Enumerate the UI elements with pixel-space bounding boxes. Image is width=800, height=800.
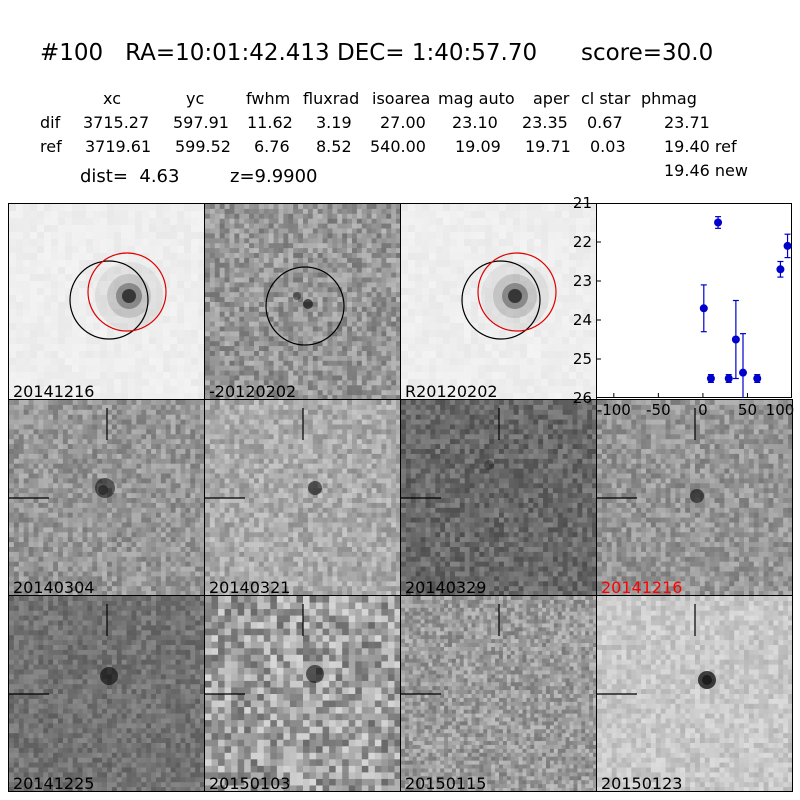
image-stamp: 20140321: [204, 399, 401, 596]
data-point: [776, 260, 785, 278]
table-cell: 3.19: [316, 113, 352, 132]
stamp-date-label: 20140329: [405, 578, 487, 596]
y-tick-label: 23: [572, 272, 592, 290]
row-label: ref: [40, 137, 62, 156]
column-header: xc: [103, 89, 121, 108]
column-header: yc: [186, 89, 205, 108]
image-stamp: 20141216: [8, 203, 205, 400]
column-header: mag auto: [438, 89, 515, 108]
lightcurve-chart: [596, 202, 793, 413]
table-cell: 11.62: [247, 113, 293, 132]
y-tick-label: 25: [572, 350, 592, 368]
x-tick-label: 100: [765, 401, 795, 419]
stamp-image: [205, 204, 400, 399]
image-stamp: 20140304: [8, 399, 205, 596]
x-tick-label: 50: [737, 401, 757, 419]
data-point: [731, 299, 740, 380]
x-tick-label: -50: [646, 401, 671, 419]
stamp-date-label: 20141216: [601, 578, 683, 596]
table-cell: 23.71: [664, 113, 710, 132]
stamp-image: [401, 204, 596, 399]
column-header: cl star: [581, 89, 631, 108]
table-cell: 599.52: [175, 137, 231, 156]
stamp-date-label: 20150103: [209, 774, 291, 792]
column-header: isoarea: [372, 89, 431, 108]
stamp-date-label: R20120202: [405, 382, 498, 400]
redshift-label: z=9.9900: [230, 166, 318, 187]
x-tick-label: 0: [698, 401, 708, 419]
data-point: [714, 216, 723, 229]
table-cell: 27.00: [380, 113, 426, 132]
data-point: [699, 284, 708, 333]
y-tick-label: 22: [572, 233, 592, 251]
image-stamp: 20141216: [596, 399, 793, 596]
table-cell: 597.91: [173, 113, 229, 132]
column-header: fwhm: [246, 89, 291, 108]
stamp-image: [205, 400, 400, 595]
table-cell: 23.10: [452, 113, 498, 132]
plot-frame: [596, 203, 792, 398]
table-cell: 540.00: [370, 137, 426, 156]
table-cell: 19.71: [525, 137, 571, 156]
column-header: phmag: [641, 89, 697, 108]
data-point: [783, 233, 792, 259]
image-stamp: 20150103: [204, 595, 401, 792]
image-stamp: 20140329: [400, 399, 597, 596]
candidate-title: #100 RA=10:01:42.413 DEC= 1:40:57.70 sco…: [40, 40, 714, 66]
data-point: [706, 374, 715, 383]
lightcurve-svg: [596, 202, 793, 413]
stamp-image: [597, 596, 792, 791]
table-cell: 0.67: [587, 113, 623, 132]
stamp-date-label: -20120202: [209, 382, 297, 400]
stamp-date-label: 20141225: [13, 774, 95, 792]
table-cell: 6.76: [254, 137, 290, 156]
image-stamp: 20150123: [596, 595, 793, 792]
stamp-date-label: 20150123: [601, 774, 683, 792]
stamp-image: [9, 596, 204, 791]
table-cell: 8.52: [316, 137, 352, 156]
stamp-image: [205, 596, 400, 791]
data-point: [724, 374, 733, 383]
table-cell: 23.35: [522, 113, 568, 132]
y-tick-label: 24: [572, 311, 592, 329]
y-tick-label: 26: [572, 389, 592, 407]
dist-label: dist= 4.63: [80, 166, 180, 187]
stamp-image: [401, 596, 596, 791]
stamp-date-label: 20141216: [13, 382, 95, 400]
table-cell: 3715.27: [83, 113, 150, 132]
stamp-image: [401, 400, 596, 595]
stamp-image: [9, 204, 204, 399]
stamp-date-label: 20140321: [209, 578, 291, 596]
stamp-image: [9, 400, 204, 595]
table-cell: 19.40 ref: [664, 137, 737, 156]
table-cell: 3719.61: [85, 137, 152, 156]
image-stamp: 20141225: [8, 595, 205, 792]
column-header: fluxrad: [303, 89, 360, 108]
x-tick-label: -100: [596, 401, 631, 419]
column-header: aper: [533, 89, 570, 108]
image-stamp: 20150115: [400, 595, 597, 792]
row-label: dif: [40, 113, 61, 132]
y-tick-label: 21: [572, 194, 592, 212]
stamp-date-label: 20140304: [13, 578, 95, 596]
stamp-date-label: 20150115: [405, 774, 487, 792]
image-stamp: -20120202: [204, 203, 401, 400]
phmag-new: 19.46 new: [664, 161, 748, 180]
table-cell: 19.09: [455, 137, 501, 156]
table-cell: 0.03: [590, 137, 626, 156]
image-stamp: R20120202: [400, 203, 597, 400]
data-point: [753, 374, 762, 383]
stamp-image: [597, 400, 792, 595]
